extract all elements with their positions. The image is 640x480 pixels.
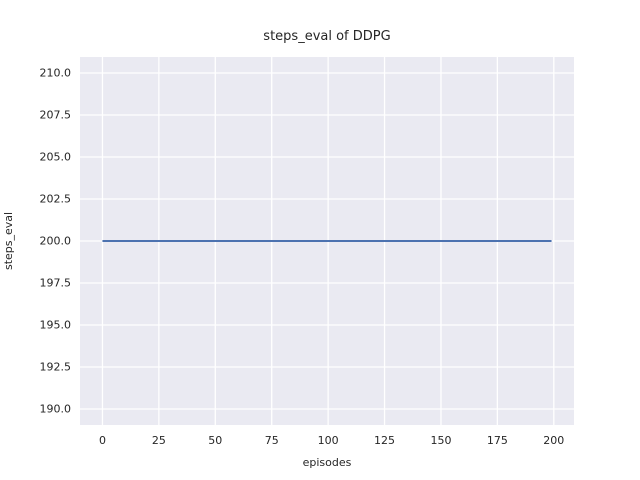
x-tick-label: 0 (98, 434, 106, 447)
plot-canvas (80, 57, 574, 425)
plot-area (80, 57, 574, 425)
x-tick-label: 75 (264, 434, 279, 447)
y-tick-label: 210.0 (39, 66, 72, 80)
chart-title: steps_eval of DDPG (263, 29, 391, 44)
x-tick-label: 100 (317, 434, 339, 447)
y-tick-label: 195.0 (39, 318, 72, 332)
y-tick-label: 192.5 (39, 360, 72, 374)
x-tick-label: 25 (151, 434, 166, 447)
x-tick-label: 200 (543, 434, 565, 447)
y-tick-label: 207.5 (39, 108, 72, 122)
y-tick-label: 202.5 (39, 192, 72, 206)
x-axis-label: episodes (302, 456, 352, 469)
x-tick-label: 125 (374, 434, 396, 447)
y-tick-label: 190.0 (39, 402, 72, 416)
x-tick-label: 50 (208, 434, 223, 447)
x-tick-label: 175 (486, 434, 508, 447)
y-tick-label: 197.5 (39, 276, 72, 290)
y-tick-label: 200.0 (39, 234, 72, 248)
y-axis-label: steps_eval (2, 211, 15, 271)
y-tick-label: 205.0 (39, 150, 72, 164)
x-tick-label: 150 (430, 434, 452, 447)
